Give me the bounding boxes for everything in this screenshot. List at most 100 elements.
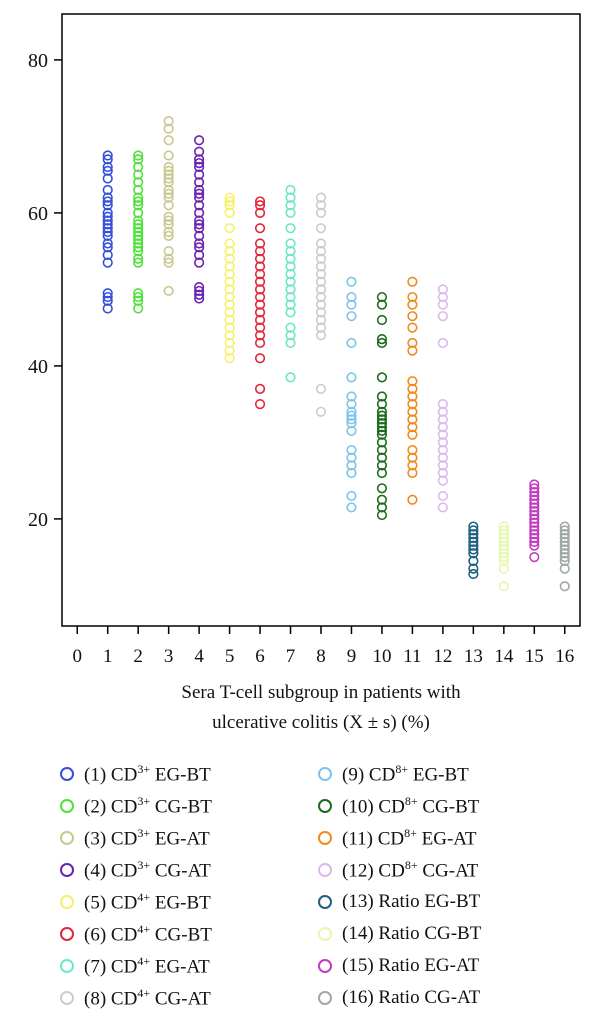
- data-point: [254, 299, 266, 310]
- x-axis: 0 1 2 3 4 5 6 7 8 9 10 11 12 13 14 15 16: [72, 626, 574, 667]
- data-point: [407, 345, 418, 356]
- data-point: [194, 161, 205, 173]
- legend-label: (8) CD4+ CG-AT: [84, 986, 211, 1010]
- data-point: [102, 211, 113, 222]
- legend-name: (3) CD: [84, 828, 138, 850]
- data-point: [194, 230, 205, 241]
- data-point: [285, 261, 296, 272]
- data-point: [254, 238, 266, 249]
- legend-name: (1) CD: [84, 764, 138, 786]
- data-point: [102, 295, 113, 306]
- data-point: [194, 289, 205, 300]
- data-point: [529, 517, 540, 528]
- legend-superscript: 3+: [137, 761, 151, 776]
- legend-swatch: [60, 991, 74, 1005]
- data-point: [163, 115, 174, 127]
- series-16: [559, 521, 570, 592]
- data-point: [437, 475, 448, 486]
- data-point: [437, 299, 448, 310]
- series-4: [194, 135, 205, 304]
- data-point: [285, 372, 296, 383]
- data-point: [102, 154, 113, 165]
- data-point: [224, 345, 235, 356]
- legend-item: (5) CD4+ EG-BT: [60, 886, 211, 918]
- data-point: [102, 223, 113, 234]
- data-point: [437, 422, 448, 433]
- series-12: [437, 284, 448, 513]
- data-point: [376, 452, 388, 463]
- data-point: [133, 207, 144, 218]
- data-point: [407, 422, 418, 433]
- data-point: [498, 581, 509, 592]
- data-point: [529, 552, 540, 563]
- legend-item: (6) CD4+ CG-BT: [60, 918, 212, 950]
- data-point: [163, 169, 174, 180]
- x-tick-label: 6: [255, 646, 265, 667]
- data-point: [437, 406, 448, 417]
- data-point: [254, 353, 266, 364]
- data-point: [315, 330, 327, 341]
- legend-label: (9) CD8+ EG-BT: [342, 762, 469, 786]
- data-point: [102, 165, 113, 176]
- legend-superscript: 8+: [404, 793, 418, 808]
- data-point: [102, 230, 113, 241]
- data-point: [376, 437, 388, 448]
- data-point: [163, 188, 174, 199]
- data-point: [315, 314, 327, 326]
- data-point: [163, 165, 174, 176]
- data-point: [529, 498, 540, 509]
- data-point: [254, 196, 266, 207]
- data-point: [346, 311, 357, 322]
- data-point: [407, 406, 418, 417]
- data-point: [376, 291, 388, 303]
- data-point: [163, 184, 174, 196]
- data-point: [163, 219, 174, 230]
- data-point: [224, 353, 235, 364]
- data-point: [194, 192, 205, 203]
- series-15: [529, 479, 540, 563]
- data-point: [529, 521, 540, 532]
- data-point: [407, 391, 418, 402]
- data-point: [254, 253, 266, 264]
- data-point: [559, 563, 570, 574]
- legend-suffix: CG-AT: [150, 860, 211, 882]
- x-tick-label: 10: [372, 646, 391, 667]
- series-6: [254, 196, 266, 410]
- x-tick-label: 5: [225, 646, 235, 667]
- series-8: [315, 192, 327, 417]
- data-point: [437, 444, 448, 456]
- data-point: [254, 269, 266, 280]
- data-point: [163, 226, 174, 238]
- data-point: [315, 291, 327, 303]
- data-point: [315, 238, 327, 249]
- data-point: [529, 513, 540, 525]
- legend-label: (7) CD4+ EG-AT: [84, 954, 210, 978]
- data-point: [346, 452, 357, 463]
- data-points: [102, 115, 570, 592]
- data-point: [102, 192, 113, 203]
- legend-item: (8) CD4+ CG-AT: [60, 982, 211, 1014]
- legend-label: (1) CD3+ EG-BT: [84, 762, 211, 786]
- y-tick-label: 80: [28, 50, 48, 72]
- series-1: [102, 150, 113, 314]
- data-point: [529, 506, 540, 517]
- data-point: [133, 192, 144, 203]
- legend-swatch: [318, 799, 332, 813]
- data-point: [224, 269, 235, 280]
- data-point: [376, 337, 388, 349]
- data-point: [224, 307, 235, 318]
- data-point: [102, 215, 113, 226]
- data-point: [224, 196, 235, 207]
- data-point: [102, 196, 113, 207]
- data-point: [254, 261, 266, 272]
- data-point: [376, 494, 388, 505]
- data-point: [163, 211, 174, 222]
- legend: (1) CD3+ EG-BT (2) CD3+ CG-BT (3) CD3+ EG-…: [60, 758, 560, 1018]
- data-point: [194, 188, 205, 199]
- data-point: [407, 376, 418, 387]
- data-point: [346, 418, 357, 429]
- legend-item: (15) Ratio EG-AT: [318, 950, 479, 982]
- data-point: [498, 521, 509, 532]
- data-point: [529, 479, 540, 490]
- data-point: [102, 150, 113, 161]
